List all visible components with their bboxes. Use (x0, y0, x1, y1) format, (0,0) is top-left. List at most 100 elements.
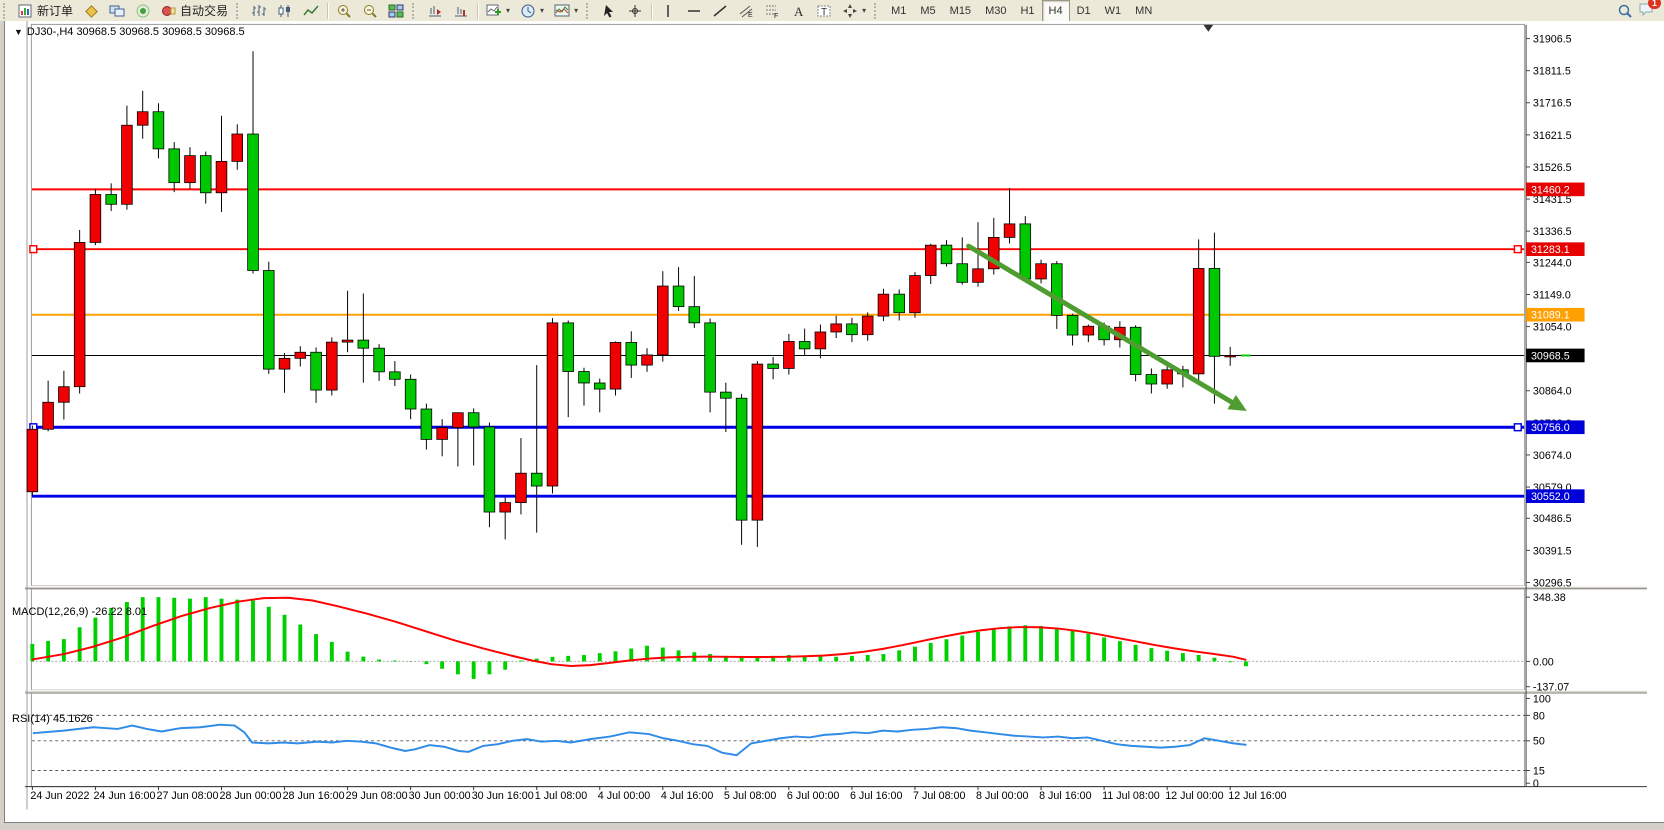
price-line-badge (1526, 489, 1585, 503)
toolbar-drag-handle[interactable] (874, 2, 881, 19)
auto-scroll-button[interactable] (448, 0, 474, 22)
timeframe-button-mn[interactable]: MN (1135, 4, 1153, 17)
new-chart-button[interactable]: ▾ (481, 0, 515, 22)
periods-button[interactable]: ▾ (515, 0, 549, 22)
time-axis-label: 12 Jul 16:00 (1228, 790, 1286, 802)
candle (546, 318, 559, 494)
candle (578, 367, 590, 406)
candle-chart-button[interactable] (272, 0, 298, 22)
main-toolbar: 新订单 自动交易 ▾ ▾ ▾ E F A T ▾ M1 M5 M15 M30 H1 H4 D1 W1 MN 1 (0, 0, 1664, 22)
time-axis[interactable]: 24 Jun 2022 24 Jun 16:00 27 Jun 08:00 28 Ju… (25, 786, 1647, 802)
toolbar-drag-handle[interactable] (586, 2, 593, 19)
trend-arrow[interactable] (966, 243, 1247, 412)
hline-30968.5[interactable]: 30968.5 (31, 348, 1585, 363)
horizontal-lines[interactable]: 31460.2 31283.1 31089.1 30968.5 30756.0 30552… (29, 182, 1585, 504)
chart-shift-marker-icon[interactable] (1203, 24, 1214, 32)
candle (215, 115, 228, 213)
one-click-trading-toggle-icon[interactable]: ▼ (14, 27, 23, 37)
timeframe-button-m15[interactable]: M15 (949, 4, 972, 17)
candle (199, 151, 212, 204)
candle (861, 312, 874, 341)
toolbar-drag-handle[interactable] (3, 2, 10, 19)
dual-screen-button[interactable] (104, 0, 130, 22)
candle (798, 328, 811, 355)
timeframe-button-m30[interactable]: M30 (985, 4, 1007, 17)
price-tick-label: 31716.5 (1533, 98, 1572, 110)
rsi-axis[interactable]: 100 80 50 150 (1526, 693, 1551, 790)
line-handle-left (29, 245, 38, 254)
crosshair-button[interactable] (622, 0, 648, 22)
tile-windows-button[interactable] (383, 0, 409, 22)
macd-panel[interactable] (30, 596, 1525, 679)
chat-button[interactable]: 1 (1638, 0, 1661, 20)
panel-frames (25, 21, 1647, 810)
auto-trading-button[interactable]: 自动交易 (156, 0, 233, 22)
price-tick-label: 31054.0 (1533, 321, 1572, 333)
search-button[interactable] (1612, 0, 1638, 22)
svg-text:31460.2: 31460.2 (1531, 184, 1570, 196)
hline-30756.0[interactable]: 30756.0 (29, 420, 1585, 435)
timeframe-button-w1[interactable]: W1 (1104, 4, 1122, 17)
hline-31283.1[interactable]: 31283.1 (29, 242, 1585, 256)
price-line-badge (1526, 420, 1585, 435)
chart-title: ▼ DJ30-,H4 30968.5 30968.5 30968.5 30968.… (14, 26, 245, 38)
time-axis-label: 8 Jul 00:00 (976, 790, 1028, 802)
channel-button[interactable]: E (733, 0, 759, 22)
trend-line-button[interactable] (707, 0, 733, 22)
candle (1192, 239, 1205, 385)
time-axis-label: 29 Jun 08:00 (346, 790, 408, 802)
signal-button[interactable] (130, 0, 156, 22)
gold-diamond-button[interactable] (78, 0, 104, 22)
line-handle-right (1513, 423, 1522, 432)
chart-canvas[interactable]: 31906.5 31811.5 31716.5 31621.5 31526.5 31431… (4, 21, 1664, 830)
arrows-button[interactable]: ▾ (837, 0, 871, 22)
indicators-button[interactable]: ▾ (549, 0, 583, 22)
candle (373, 344, 385, 381)
time-axis-label: 6 Jul 16:00 (850, 790, 902, 802)
price-tick-label: 30296.5 (1533, 577, 1572, 589)
rsi-indicator-label: RSI(14) 45.1626 (12, 713, 93, 725)
cursor-button[interactable] (596, 0, 622, 22)
candle (168, 142, 180, 193)
bar-chart-button[interactable] (246, 0, 272, 22)
macd-tick-label: 348.38 (1533, 592, 1566, 604)
vertical-line-button[interactable] (655, 0, 681, 22)
candle (42, 380, 54, 432)
new-order-button[interactable]: 新订单 (13, 0, 78, 22)
timeframe-button-d1[interactable]: D1 (1076, 4, 1091, 17)
candle (515, 438, 527, 515)
candle (278, 352, 291, 393)
zoom-in-button[interactable] (331, 0, 357, 22)
toolbar-drag-handle[interactable] (412, 2, 419, 19)
hline-31089.1[interactable]: 31089.1 (31, 307, 1585, 322)
chart-shift-button[interactable] (422, 0, 448, 22)
text-label-button[interactable]: T (811, 0, 837, 22)
svg-text:E: E (748, 12, 753, 19)
hline-30552.0[interactable]: 30552.0 (31, 489, 1585, 503)
candle (688, 275, 701, 328)
candle (1208, 232, 1221, 404)
macd-axis[interactable]: 348.38 0.00 -137.07 (1526, 592, 1569, 694)
candle (893, 289, 905, 321)
timeframe-button-h4[interactable]: H4 (1041, 0, 1070, 22)
toolbar-drag-handle[interactable] (236, 2, 243, 19)
rsi-tick-label: 15 (1533, 765, 1545, 777)
candle (672, 267, 685, 312)
rsi-panel[interactable] (31, 714, 1527, 771)
timeframe-button-h1[interactable]: H1 (1020, 4, 1035, 17)
timeframe-button-m1[interactable]: M1 (891, 4, 907, 17)
candle (1051, 261, 1063, 329)
zoom-out-button[interactable] (357, 0, 383, 22)
hline-31460.2[interactable]: 31460.2 (31, 182, 1585, 197)
line-chart-button[interactable] (298, 0, 324, 22)
horizontal-line-button[interactable] (681, 0, 707, 22)
timeframe-button-m5[interactable]: M5 (920, 4, 936, 17)
price-tick-label: 31431.5 (1533, 194, 1572, 206)
price-line-badge (1526, 348, 1585, 363)
text-button[interactable]: A (785, 0, 811, 22)
svg-text:T: T (821, 7, 827, 18)
candle (73, 229, 86, 394)
fibonacci-button[interactable]: F (759, 0, 785, 22)
candle (121, 105, 133, 210)
svg-text:30756.0: 30756.0 (1531, 422, 1570, 434)
